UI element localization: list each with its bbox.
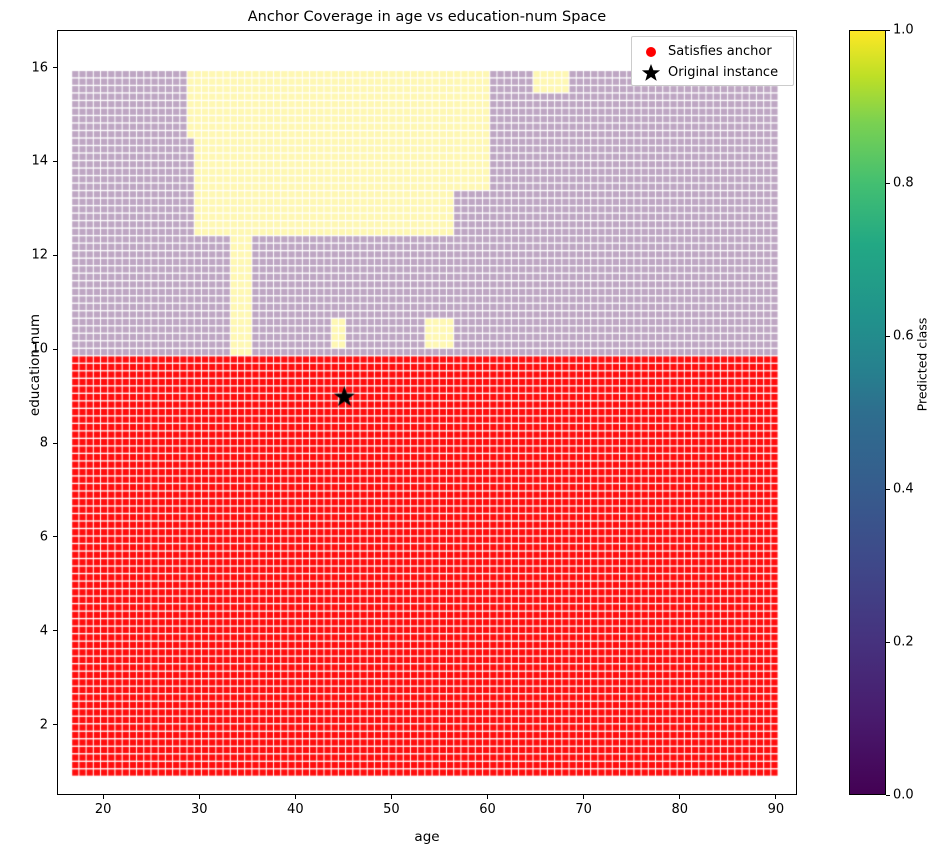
- colorbar-tick-label: 0.2: [893, 634, 914, 650]
- colorbar-tick-mark: [886, 335, 890, 337]
- colorbar: 0.0 0.2 0.4 0.6 0.8 1.0: [849, 23, 914, 803]
- red-circle-icon: [638, 42, 664, 62]
- plot-axes: [57, 30, 797, 795]
- y-axis-label: education-num: [27, 313, 43, 417]
- x-tick-label: 40: [287, 802, 304, 817]
- legend-label-satisfies-anchor: Satisfies anchor: [668, 44, 772, 59]
- legend-label-original-instance: Original instance: [668, 65, 779, 80]
- y-tick-label: 8: [39, 435, 48, 451]
- y-tick-mark: [53, 442, 57, 444]
- x-tick-label: 90: [767, 802, 785, 817]
- x-tick-mark: [583, 795, 585, 799]
- legend-item-satisfies-anchor: Satisfies anchor: [638, 41, 787, 62]
- x-tick-mark: [294, 795, 296, 799]
- page-title: Anchor Coverage in age vs education-num …: [247, 9, 607, 25]
- y-tick-mark: [53, 348, 57, 350]
- y-tick-label: 4: [39, 623, 48, 639]
- y-tick-label: 6: [39, 529, 48, 545]
- x-axis-label: age: [414, 829, 440, 845]
- x-tick-label: 20: [94, 802, 112, 817]
- y-tick-mark: [53, 160, 57, 162]
- colorbar-tick-mark: [886, 182, 890, 184]
- x-tick-label: 70: [575, 802, 592, 817]
- colorbar-tick-label: 1.0: [893, 22, 914, 38]
- colorbar-tick-label: 0.0: [893, 787, 914, 803]
- y-tick-label: 2: [39, 717, 48, 733]
- colorbar-tick-label: 0.4: [893, 481, 914, 497]
- y-tick-label: 10: [31, 341, 48, 357]
- y-tick-mark: [53, 724, 57, 726]
- x-tick-label: 60: [479, 802, 496, 817]
- y-tick-label: 16: [31, 60, 48, 76]
- y-tick-mark: [53, 536, 57, 538]
- y-tick-label: 12: [31, 247, 48, 263]
- x-tick-label: 80: [671, 802, 689, 817]
- colorbar-tick-mark: [886, 794, 890, 796]
- x-tick-mark: [390, 795, 393, 799]
- colorbar-tick-mark: [886, 488, 890, 490]
- colorbar-tick-label: 0.8: [893, 175, 914, 191]
- x-tick-mark: [679, 795, 681, 799]
- y-tick-mark: [53, 67, 57, 69]
- colorbar-gradient: [849, 30, 886, 795]
- x-tick-mark: [487, 795, 489, 799]
- y-tick-label: 14: [31, 153, 48, 169]
- colorbar-tick-label: 0.6: [893, 328, 914, 344]
- y-tick-mark: [53, 630, 57, 632]
- x-tick-mark: [102, 795, 104, 799]
- scatter-plot-canvas: [58, 31, 796, 794]
- x-tick-label: 30: [190, 802, 208, 817]
- colorbar-tick-mark: [886, 641, 890, 643]
- x-tick-mark: [775, 795, 777, 799]
- y-tick-mark: [53, 254, 57, 256]
- colorbar-tick-mark: [886, 29, 890, 31]
- legend: Satisfies anchor Original instance: [631, 36, 794, 86]
- x-tick-mark: [198, 795, 200, 799]
- x-tick-label: 50: [383, 802, 400, 817]
- colorbar-label: Predicted class: [914, 317, 930, 412]
- black-star-icon: [638, 62, 664, 84]
- legend-item-original-instance: Original instance: [638, 62, 787, 83]
